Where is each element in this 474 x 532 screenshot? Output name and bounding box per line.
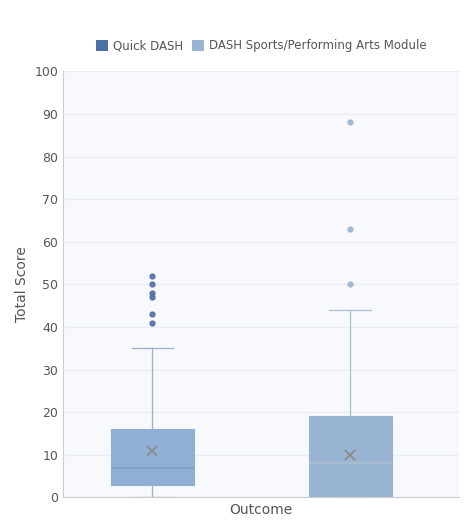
PathPatch shape	[309, 417, 392, 497]
X-axis label: Outcome: Outcome	[229, 503, 293, 517]
Legend: Quick DASH, DASH Sports/Performing Arts Module: Quick DASH, DASH Sports/Performing Arts …	[91, 35, 431, 57]
PathPatch shape	[111, 429, 194, 485]
Y-axis label: Total Score: Total Score	[15, 246, 29, 322]
